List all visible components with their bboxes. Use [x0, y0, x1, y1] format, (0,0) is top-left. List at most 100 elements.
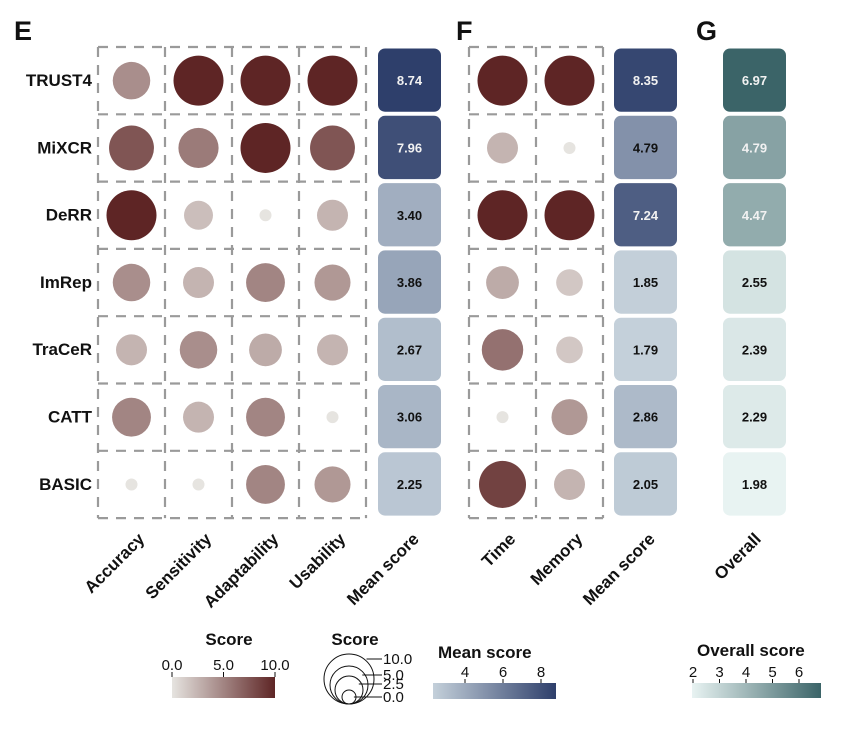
e-score-circle: [125, 478, 138, 491]
f-score-circle: [554, 468, 585, 500]
f-mean-tile-value: 1.79: [633, 342, 658, 357]
g-overall-tile: [723, 115, 786, 180]
row-label: TraCeR: [32, 340, 92, 359]
g-overall-tile-value: 1.98: [742, 477, 767, 492]
f-score-circle: [477, 190, 528, 241]
e-mean-tile-value: 3.06: [397, 410, 422, 425]
row-label: TRUST4: [26, 71, 93, 90]
e-mean-tile: [378, 385, 441, 449]
f-mean-tile-value: 4.79: [633, 140, 658, 155]
e-score-circle: [246, 263, 285, 302]
e-mean-tile-value: 3.86: [397, 275, 422, 290]
col-label: Time: [478, 529, 519, 570]
e-mean-tile: [378, 115, 441, 180]
score-color-tick: 0.0: [162, 657, 183, 674]
score-size-tick: 10.0: [383, 651, 412, 668]
f-score-circle: [478, 460, 527, 508]
e-score-circle: [307, 55, 358, 106]
row-label: BASIC: [39, 475, 92, 494]
g-overall-tile-value: 2.39: [742, 342, 767, 357]
e-score-circle: [112, 61, 151, 100]
e-score-circle: [106, 190, 157, 241]
f-mean-tile: [614, 115, 677, 180]
f-score-circle: [544, 55, 595, 106]
score-size-tick: 0.0: [383, 689, 404, 706]
score-size-tick: 5.0: [383, 667, 404, 684]
g-overall-tile: [723, 48, 786, 112]
panel-letter-e: E: [14, 16, 32, 46]
g-overall-tile: [723, 385, 786, 449]
f-mean-tile-value: 2.05: [633, 477, 658, 492]
f-mean-tile: [614, 452, 677, 516]
e-score-circle: [246, 465, 285, 504]
e-mean-tile: [378, 317, 441, 381]
e-score-circle: [112, 263, 151, 302]
f-score-circle: [551, 399, 588, 436]
row-label: MiXCR: [37, 138, 92, 157]
f-mean-tile: [614, 317, 677, 381]
e-mean-tile-value: 7.96: [397, 140, 422, 155]
g-overall-tile: [723, 250, 786, 314]
g-overall-tile: [723, 183, 786, 247]
g-overall-tile: [723, 317, 786, 381]
f-score-circle: [544, 190, 595, 241]
f-mean-tile: [614, 250, 677, 314]
row-label: DeRR: [46, 206, 92, 225]
f-mean-tile: [614, 385, 677, 449]
f-mean-tile-value: 8.35: [633, 73, 658, 88]
f-mean-tile: [614, 183, 677, 247]
score-color-tick: 10.0: [260, 657, 289, 674]
overall-score-tick: 6: [795, 664, 803, 681]
g-overall-tile-value: 4.79: [742, 140, 767, 155]
e-score-circle: [314, 264, 351, 301]
e-score-circle: [192, 478, 205, 491]
overall-score-bar: [692, 683, 821, 698]
e-score-circle: [240, 122, 291, 173]
e-mean-tile: [378, 48, 441, 112]
row-label: CATT: [48, 408, 93, 427]
e-score-circle: [183, 267, 214, 299]
e-score-circle: [317, 199, 348, 231]
e-score-circle: [184, 200, 213, 230]
score-color-legend-title: Score: [205, 630, 252, 649]
e-score-circle: [317, 334, 348, 366]
f-mean-tile-value: 2.86: [633, 410, 658, 425]
f-score-circle: [556, 336, 583, 364]
score-size-tick: 2.5: [383, 676, 404, 693]
e-score-circle: [246, 397, 285, 437]
e-mean-tile-value: 2.67: [397, 342, 422, 357]
g-overall-tile: [723, 452, 786, 516]
g-overall-tile-value: 2.55: [742, 275, 767, 290]
f-mean-tile: [614, 48, 677, 112]
e-mean-tile: [378, 183, 441, 247]
e-score-circle: [310, 125, 355, 171]
e-score-circle: [179, 331, 218, 369]
overall-score-tick: 5: [768, 664, 776, 681]
f-score-circle: [477, 55, 528, 106]
col-label: Sensitivity: [142, 529, 216, 603]
f-score-circle: [496, 411, 509, 424]
f-mean-tile-value: 1.85: [633, 275, 658, 290]
col-label: Usability: [286, 529, 350, 593]
e-score-circle: [249, 333, 282, 367]
e-mean-tile-value: 2.25: [397, 477, 422, 492]
f-score-circle: [556, 269, 583, 296]
col-label: Accuracy: [81, 529, 149, 597]
col-label: Memory: [527, 529, 587, 589]
e-score-circle: [112, 397, 151, 437]
e-mean-tile-value: 3.40: [397, 208, 422, 223]
col-label-overall: Overall: [711, 529, 765, 583]
mean-score-bar: [433, 683, 556, 699]
f-score-circle: [486, 266, 519, 299]
e-score-circle: [326, 411, 339, 424]
mean-score-legend-title: Mean score: [438, 643, 532, 662]
mean-score-tick: 8: [537, 664, 545, 681]
e-mean-tile: [378, 250, 441, 314]
e-score-circle: [178, 127, 219, 169]
g-overall-tile-value: 4.47: [742, 208, 767, 223]
overall-score-tick: 2: [689, 664, 697, 681]
e-score-circle: [116, 334, 147, 366]
mean-score-tick: 6: [499, 664, 507, 681]
